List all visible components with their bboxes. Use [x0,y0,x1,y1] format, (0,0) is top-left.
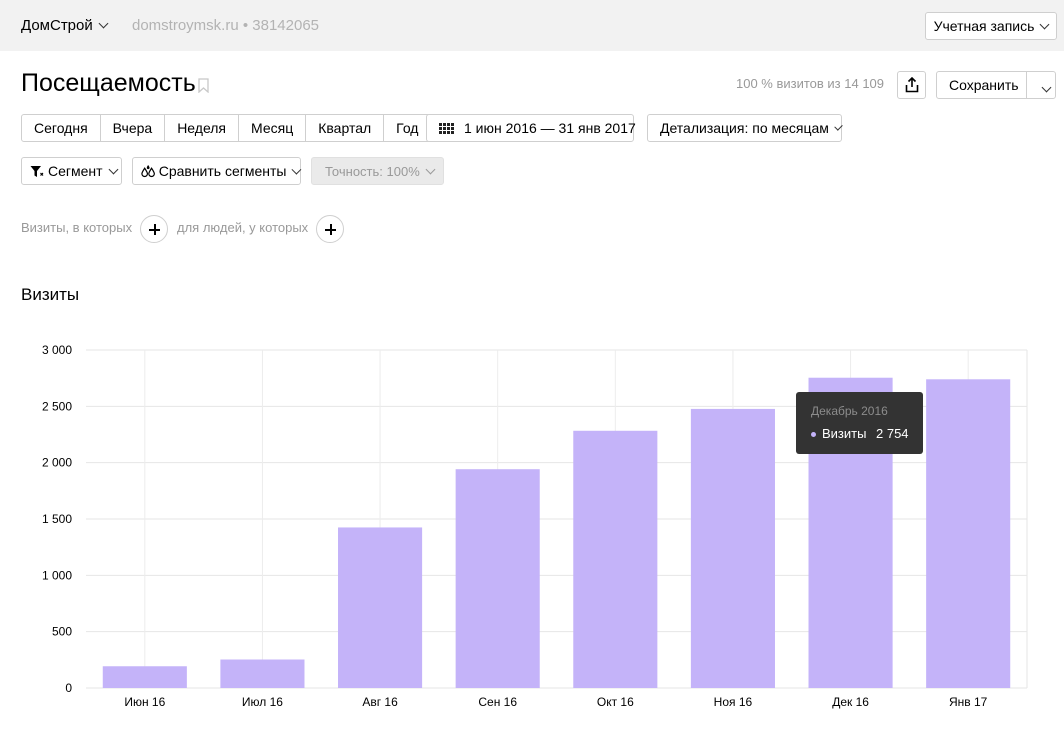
x-tick-label: Дек 16 [832,695,869,709]
period-yesterday[interactable]: Вчера [101,115,166,141]
bookmark-icon[interactable] [198,78,209,93]
save-button[interactable]: Сохранить [936,71,1056,99]
account-button-label: Учетная запись [933,18,1035,34]
y-tick-label: 0 [65,681,72,695]
counter-site-id: domstroymsk.ru • 38142065 [132,17,320,34]
series-dot-icon [811,432,816,437]
chevron-down-icon [834,121,843,131]
segment-label: Сегмент [48,163,103,179]
bar-8 [926,379,1011,688]
x-tick-label: Сен 16 [478,695,517,709]
y-tick-label: 1 000 [42,568,72,582]
add-visit-condition-button[interactable] [140,215,168,243]
y-tick-label: 2 000 [42,456,72,470]
visits-condition-label: Визиты, в которых [21,220,133,235]
period-week[interactable]: Неделя [165,115,240,141]
counter-name: ДомСтрой [21,17,93,34]
chart-tooltip: Декабрь 2016 Визиты 2 754 [796,392,923,454]
top-bar: ДомСтрой domstroymsk.ru • 38142065 Учетн… [0,0,1064,51]
save-dropdown-toggle[interactable] [1036,78,1052,96]
bar-6 [690,408,775,688]
bar-2 [220,659,305,688]
y-tick-label: 3 000 [42,343,72,357]
filter-icon [30,165,44,177]
date-range-button[interactable]: 1 июн 2016 — 31 янв 2017 [426,114,636,142]
x-tick-label: Янв 17 [949,695,988,709]
x-tick-label: Ноя 16 [714,695,753,709]
visits-bar-chart: 0 500 1 000 1 500 2 000 2 500 3 000 Июн 16 Июл 1… [42,343,1028,709]
chevron-down-icon [108,164,119,174]
drops-icon [141,165,155,178]
period-presets: Сегодня Вчера Неделя Месяц Квартал Год [21,114,432,142]
date-range-label: 1 июн 2016 — 31 янв 2017 [464,120,636,136]
bar-5 [573,430,658,688]
save-button-label: Сохранить [949,77,1019,93]
chevron-down-icon [425,164,436,174]
share-upload-icon [905,77,918,93]
compare-segments-label: Сравнить сегменты [158,163,287,179]
accuracy-select[interactable]: Точность: 100% [311,157,444,185]
calendar-icon [439,122,454,134]
account-button[interactable]: Учетная запись [925,12,1057,40]
segment-button[interactable]: Сегмент [21,157,122,185]
tooltip-series: Визиты [822,426,867,441]
tooltip-title: Декабрь 2016 [811,404,888,418]
compare-segments-button[interactable]: Сравнить сегменты [132,157,302,185]
detail-label: Детализация: по месяцам [660,120,829,136]
chevron-down-icon [1041,82,1052,93]
page-title: Посещаемость [21,69,196,97]
chart-title: Визиты [21,285,80,304]
period-quarter[interactable]: Квартал [306,115,385,141]
save-split-divider [1026,72,1027,98]
chevron-down-icon [1039,19,1050,29]
bar-3 [338,527,423,688]
people-condition-label: для людей, у которых [177,220,309,235]
x-tick-label: Окт 16 [597,695,634,709]
y-tick-label: 2 500 [42,399,72,413]
accuracy-label: Точность: 100% [325,163,420,179]
bar-1 [102,666,187,688]
period-year[interactable]: Год [396,120,419,136]
period-today[interactable]: Сегодня [22,115,101,141]
chevron-down-icon [291,164,302,174]
y-tick-label: 1 500 [42,512,72,526]
detail-select[interactable]: Детализация: по месяцам [647,114,843,142]
period-month[interactable]: Месяц [239,115,307,141]
y-tick-label: 500 [52,625,72,639]
counter-selector[interactable]: ДомСтрой [21,17,109,34]
visits-share-text: 100 % визитов из 14 109 [736,76,885,91]
tooltip-value: 2 754 [876,426,909,441]
chevron-down-icon [98,18,109,29]
share-button[interactable] [897,71,926,99]
x-tick-label: Авг 16 [362,695,398,709]
x-tick-label: Июл 16 [242,695,283,709]
add-people-condition-button[interactable] [316,215,344,243]
x-tick-label: Июн 16 [124,695,165,709]
bar-4 [455,469,540,688]
